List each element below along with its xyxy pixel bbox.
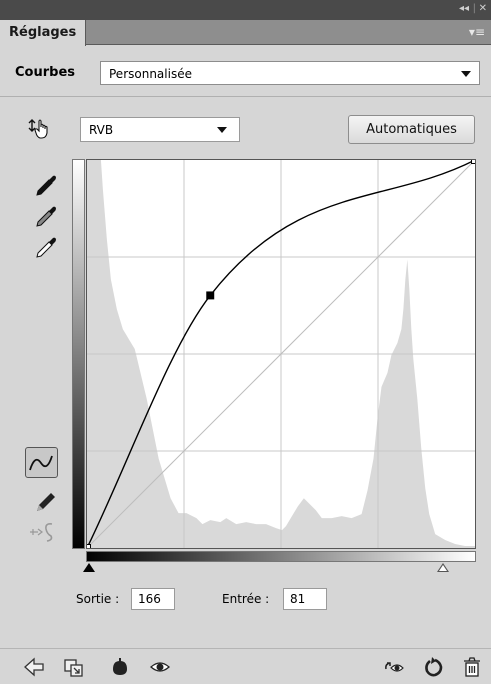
- black-point-slider[interactable]: [83, 563, 95, 572]
- curve-points: [86, 159, 476, 549]
- delete-icon[interactable]: [460, 655, 484, 679]
- io-row: Sortie : Entrée :: [0, 584, 491, 614]
- curve-control-point[interactable]: [206, 291, 215, 300]
- output-gradient-bar: [72, 159, 85, 549]
- channel-row: RVB Automatiques: [0, 110, 491, 150]
- pencil-draw-icon[interactable]: [30, 486, 60, 516]
- panel-menu-icon[interactable]: ▾≡: [468, 25, 485, 39]
- curve-control-point[interactable]: [86, 544, 91, 549]
- bottom-toolbar: [0, 648, 491, 684]
- chevron-down-icon: [461, 71, 471, 77]
- chevron-down-icon: [217, 127, 227, 133]
- curve-control-point[interactable]: [471, 159, 476, 164]
- output-label: Sortie :: [76, 592, 120, 606]
- preset-value: Personnalisée: [109, 67, 192, 81]
- panel-tabbar: Réglages ▾≡: [0, 20, 491, 46]
- preset-row: Courbes Personnalisée: [0, 46, 491, 94]
- baseline-diagonal: [87, 160, 475, 548]
- curve-points-tool-icon[interactable]: [25, 447, 58, 478]
- preset-dropdown[interactable]: Personnalisée: [100, 61, 480, 85]
- divider: [0, 96, 491, 97]
- channel-value: RVB: [89, 123, 114, 137]
- white-point-slider[interactable]: [437, 563, 449, 572]
- gray-point-eyedropper-icon[interactable]: [30, 198, 60, 228]
- auto-button[interactable]: Automatiques: [348, 115, 475, 144]
- output-field[interactable]: [131, 588, 175, 610]
- curve-graph-canvas[interactable]: [86, 159, 476, 549]
- smooth-curve-icon[interactable]: [28, 517, 58, 547]
- input-label: Entrée :: [222, 592, 270, 606]
- return-to-list-icon[interactable]: [22, 655, 46, 679]
- collapse-icon[interactable]: ◂◂: [458, 3, 469, 14]
- titlebar-separator: |: [472, 3, 476, 14]
- channel-dropdown[interactable]: RVB: [80, 117, 240, 142]
- view-toggle-icon[interactable]: [382, 655, 406, 679]
- adjustment-title: Courbes: [15, 65, 75, 80]
- reset-icon[interactable]: [422, 655, 446, 679]
- input-gradient-bar: [86, 551, 476, 562]
- curve-grid: [87, 160, 475, 548]
- view-previous-state-icon[interactable]: [148, 655, 172, 679]
- clip-to-layer-icon[interactable]: [62, 655, 86, 679]
- layer-visibility-icon[interactable]: [108, 655, 132, 679]
- panel-titlebar: ◂◂ | ✕: [0, 0, 491, 20]
- black-point-eyedropper-icon[interactable]: [30, 167, 60, 197]
- close-icon[interactable]: ✕: [478, 3, 487, 14]
- white-point-eyedropper-icon[interactable]: [30, 229, 60, 259]
- input-field[interactable]: [283, 588, 327, 610]
- curve-graph[interactable]: [86, 159, 476, 549]
- target-adjust-icon[interactable]: [28, 117, 54, 141]
- tab-reglages[interactable]: Réglages: [0, 20, 87, 46]
